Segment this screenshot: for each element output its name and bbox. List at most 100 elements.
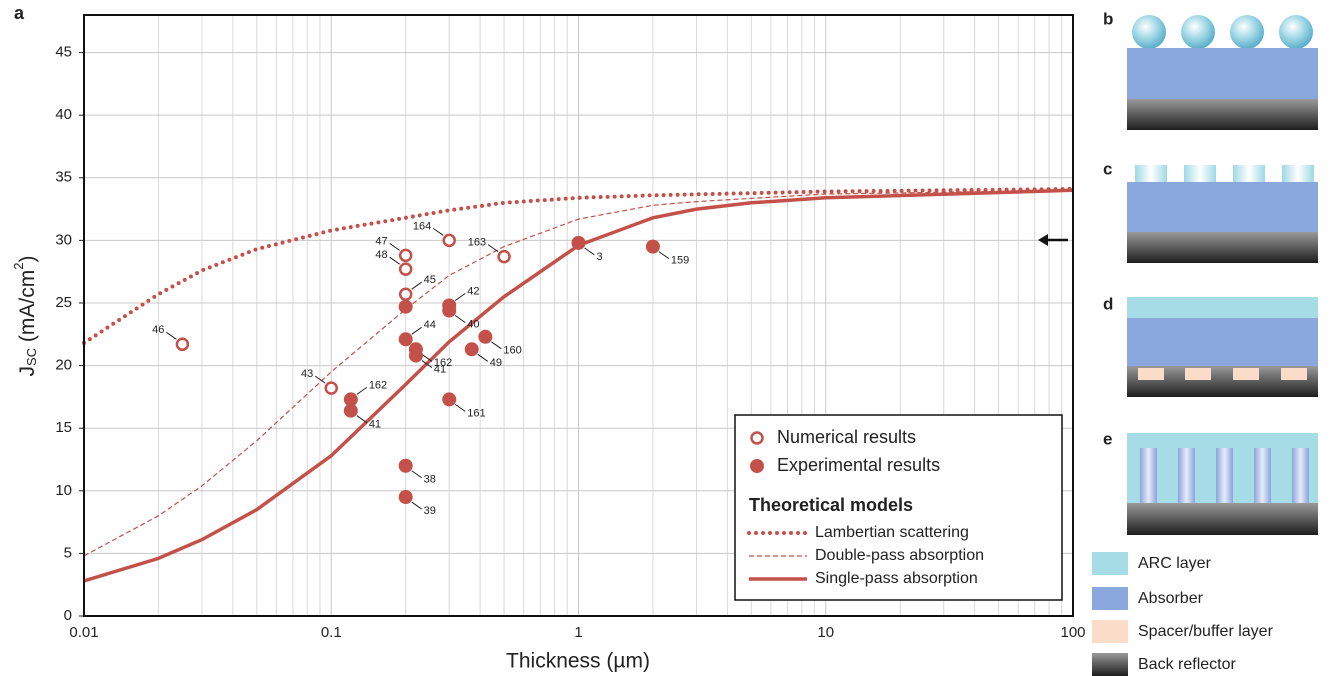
theory-line — [83, 188, 1074, 583]
data-label: 162 — [369, 379, 387, 391]
leader-line — [411, 326, 422, 335]
leader-line — [411, 470, 422, 479]
data-label: 49 — [490, 357, 502, 369]
data-label: 162 — [434, 357, 452, 369]
data-label: 159 — [671, 255, 689, 267]
data-label: 3 — [597, 251, 603, 263]
panel-label: c — [1103, 159, 1112, 178]
data-point — [343, 403, 358, 418]
data-label: 44 — [424, 319, 436, 331]
data-point — [398, 490, 413, 505]
data-point — [442, 392, 457, 407]
data-label: 45 — [424, 274, 436, 286]
legend-heading: Theoretical models — [749, 495, 913, 515]
leader-line — [356, 386, 368, 395]
data-point — [645, 239, 660, 254]
data-point — [571, 235, 586, 250]
y-tick-label: 10 — [55, 482, 72, 499]
legend-box — [734, 414, 1063, 601]
data-label: 38 — [424, 474, 436, 486]
x-tick-label: 10 — [817, 624, 834, 641]
legend-label: ARC layer — [1138, 555, 1212, 572]
y-axis-title: JSC (mA/cm2) — [11, 256, 39, 377]
leader-line — [411, 501, 422, 510]
y-tick-label: 35 — [55, 169, 72, 186]
data-label: 163 — [468, 237, 486, 249]
leader-line — [487, 244, 499, 253]
leader-line — [421, 353, 433, 362]
arrow — [1038, 234, 1068, 246]
data-point — [175, 337, 190, 352]
legend-label: Experimental results — [777, 455, 940, 475]
data-label: 160 — [503, 345, 521, 357]
legend-label: Lambertian scattering — [815, 524, 969, 541]
y-tick-label: 45 — [55, 44, 72, 61]
y-tick-label: 5 — [64, 544, 72, 561]
data-point — [442, 233, 456, 248]
panel-label: d — [1103, 294, 1113, 313]
x-tick-label: 100 — [1060, 624, 1085, 641]
legend-label: Absorber — [1138, 590, 1204, 607]
legend-label: Double-pass absorption — [815, 547, 984, 564]
data-point — [398, 458, 413, 473]
leader-line — [411, 281, 422, 290]
y-tick-label: 0 — [64, 607, 72, 624]
diagram-b: b — [1103, 9, 1318, 130]
x-tick-label: 0.1 — [321, 624, 342, 641]
leader-line — [432, 227, 444, 236]
leader-line — [389, 256, 400, 265]
panel-label: e — [1103, 429, 1112, 448]
leader-line — [454, 315, 466, 323]
y-title-part: J — [16, 366, 39, 377]
y-tick-label: 40 — [55, 106, 72, 123]
leader-line — [491, 341, 502, 350]
x-tick-label: 0.01 — [69, 624, 98, 641]
data-point — [464, 342, 479, 357]
diagram-d: d — [1103, 294, 1318, 397]
x-axis-title: Thickness (µm) — [506, 650, 650, 673]
panel-label: a — [14, 3, 25, 23]
data-label: 39 — [424, 505, 436, 517]
plot-frame — [83, 14, 1074, 617]
leader-line — [389, 242, 400, 251]
leader-line — [477, 353, 489, 362]
leader-line — [166, 331, 177, 340]
y-tick-label: 30 — [55, 231, 72, 248]
theory-line — [83, 189, 1074, 557]
y-title-part: SC — [24, 348, 39, 366]
leader-line — [421, 360, 433, 368]
data-label: 43 — [301, 368, 313, 380]
y-title-part: 2 — [11, 263, 26, 270]
data-point — [324, 381, 338, 395]
leader-line — [314, 375, 326, 384]
legend-marker — [750, 431, 764, 445]
plot: 0.01 0.1 1 10 100 0 5 10 15 20 25 30 35 40 45 46 43 47 48 4… — [55, 14, 1086, 641]
legend-label: Spacer/buffer layer — [1138, 623, 1274, 640]
panel-label: b — [1103, 9, 1113, 28]
legend: Numerical results Experimental results The… — [734, 414, 1063, 601]
data-label: 41 — [369, 419, 381, 431]
leader-line — [454, 403, 466, 412]
data-point — [343, 392, 358, 407]
y-tick-label: 20 — [55, 357, 72, 374]
diagram-c: c — [1103, 159, 1318, 263]
data-point — [442, 303, 457, 318]
y-tick-label: 15 — [55, 419, 72, 436]
legend-marker — [750, 459, 764, 473]
y-tick-label: 25 — [55, 294, 72, 311]
data-label: 164 — [413, 220, 431, 232]
legend-label: Back reflector — [1138, 656, 1236, 673]
data-point — [398, 287, 413, 301]
data-point — [408, 348, 423, 363]
data-point — [497, 249, 511, 264]
data-label: 47 — [375, 235, 387, 247]
leader-line — [658, 251, 670, 260]
theory-line — [82, 187, 1075, 345]
legend-label: Numerical results — [777, 427, 916, 447]
diagram-legend: ARC layer Absorber Spacer/buffer layer B… — [1092, 552, 1274, 676]
y-title-part: (mA/cm — [16, 270, 39, 348]
data-point — [478, 329, 493, 344]
diagram-e: e — [1103, 429, 1318, 535]
